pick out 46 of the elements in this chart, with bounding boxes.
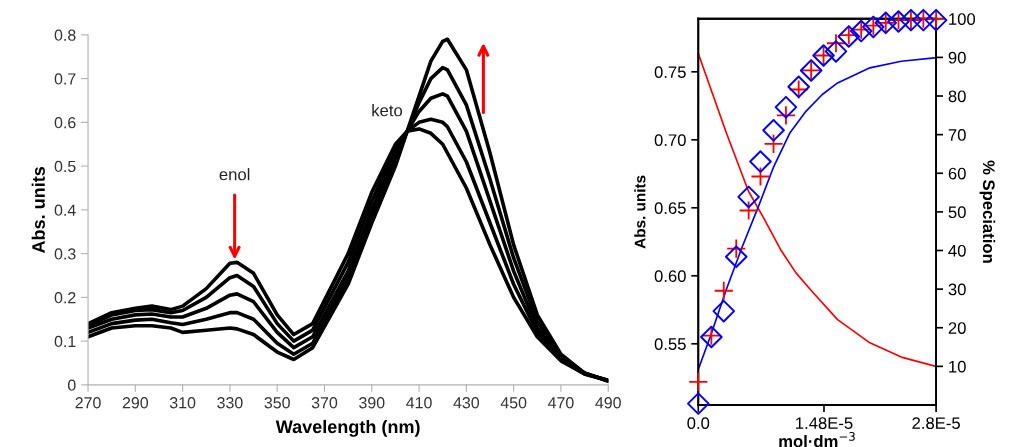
y-tick-label: 0.60 — [654, 270, 686, 282]
y-tick-label: 0.65 — [654, 202, 686, 214]
y-tick-label: 0.1 — [54, 335, 76, 348]
y2-tick-label: 70 — [948, 129, 966, 141]
x-axis-title: mol·dm$^{−3}$ — [779, 432, 855, 447]
annotation: keto — [372, 104, 403, 117]
y2-tick-label: 100 — [949, 13, 976, 25]
y-tick-label: 0.55 — [654, 338, 686, 350]
y-axis-title: Abs. units — [634, 175, 646, 249]
x-tick-label: 270 — [75, 397, 101, 409]
y2-tick-label: 10 — [949, 360, 966, 373]
x-tick-label: 1.48E-5 — [796, 417, 853, 430]
y-tick-label: 0.7 — [54, 73, 76, 85]
y-tick-label: 0.8 — [54, 29, 76, 41]
y2-tick-label: 50 — [948, 206, 966, 219]
y-tick-label: 0.70 — [654, 134, 686, 147]
y-tick-label: 0.5 — [54, 160, 76, 173]
x-tick-label: 350 — [264, 397, 290, 409]
y2-tick-label: 20 — [948, 322, 966, 334]
y2-tick-label: 40 — [948, 244, 966, 257]
y-axis-title: Abs. units — [31, 166, 45, 254]
x-tick-label: 370 — [311, 397, 338, 409]
x-tick-label: 290 — [122, 397, 149, 409]
y-tick-label: 0.75 — [654, 66, 686, 79]
annotation: enol — [219, 168, 250, 181]
y-tick-label: 0.2 — [54, 292, 76, 304]
y-tick-label: 0.4 — [54, 204, 76, 216]
y2-tick-label: 80 — [948, 90, 966, 103]
y2-axis-title: % Speciation — [979, 160, 996, 263]
y2-tick-label: 90 — [948, 51, 966, 64]
x-tick-label: 0.0 — [687, 417, 710, 430]
x-tick-label: 310 — [169, 397, 196, 409]
x-tick-label: 410 — [406, 397, 432, 409]
x-tick-label: 2.8E-5 — [912, 417, 960, 430]
x-axis-title: Wavelength (nm) — [275, 419, 420, 437]
y-tick-label: 0 — [67, 379, 76, 391]
x-tick-label: 450 — [500, 397, 527, 409]
x-tick-label: 330 — [217, 397, 243, 409]
y2-tick-label: 30 — [948, 283, 966, 296]
x-tick-label: 470 — [547, 397, 574, 409]
x-tick-label: 390 — [359, 397, 385, 409]
y-tick-label: 0.6 — [54, 117, 76, 129]
y-tick-label: 0.3 — [54, 248, 76, 260]
x-tick-label: 490 — [595, 397, 621, 409]
y2-tick-label: 60 — [948, 167, 966, 180]
x-tick-label: 430 — [453, 397, 480, 409]
